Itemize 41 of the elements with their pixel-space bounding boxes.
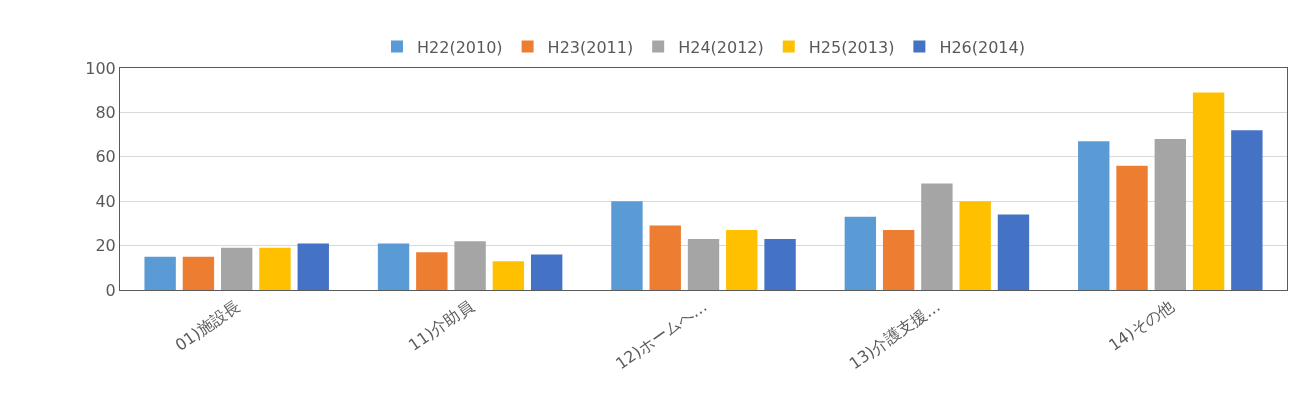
bar bbox=[492, 261, 525, 290]
legend-label: H24(2012) bbox=[678, 37, 764, 57]
bar bbox=[454, 241, 486, 290]
y-tick-label: 80 bbox=[95, 103, 116, 122]
bar bbox=[611, 201, 643, 290]
bar bbox=[221, 247, 253, 290]
x-tick-label: 12)ホームへ… bbox=[612, 296, 711, 374]
bar bbox=[997, 214, 1030, 290]
bar bbox=[726, 230, 758, 290]
x-tick-label: 14)その他 bbox=[1105, 296, 1178, 355]
legend-label: H22(2010) bbox=[417, 37, 503, 57]
legend-label: H26(2014) bbox=[939, 37, 1025, 57]
bar bbox=[1154, 139, 1186, 290]
bar bbox=[844, 216, 877, 290]
x-tick-label: 13)介護支援… bbox=[845, 296, 944, 374]
x-tick-label: 11)介助員 bbox=[404, 296, 477, 355]
legend-label: H25(2013) bbox=[808, 37, 895, 57]
bar bbox=[1078, 141, 1110, 290]
bar bbox=[649, 225, 681, 290]
bar bbox=[1116, 165, 1148, 290]
bar bbox=[921, 183, 953, 290]
legend-label: H23(2011) bbox=[547, 37, 634, 57]
y-tick-label: 20 bbox=[95, 236, 116, 256]
bar bbox=[959, 201, 991, 290]
bar bbox=[259, 247, 291, 290]
y-tick-label: 100 bbox=[85, 58, 116, 78]
bar bbox=[1231, 130, 1263, 290]
bar bbox=[764, 238, 796, 290]
bar bbox=[882, 230, 915, 290]
y-tick-label: 60 bbox=[95, 147, 116, 167]
bar bbox=[530, 254, 563, 290]
x-tick-label: 01)施設長 bbox=[171, 296, 244, 355]
y-tick-label: 0 bbox=[105, 280, 116, 300]
y-tick-label: 40 bbox=[95, 191, 116, 211]
bar bbox=[377, 243, 410, 290]
bar bbox=[1192, 92, 1225, 290]
bar bbox=[297, 243, 329, 290]
bar bbox=[416, 252, 448, 290]
bar bbox=[182, 256, 215, 290]
bar bbox=[687, 238, 720, 290]
bar bbox=[144, 256, 176, 290]
